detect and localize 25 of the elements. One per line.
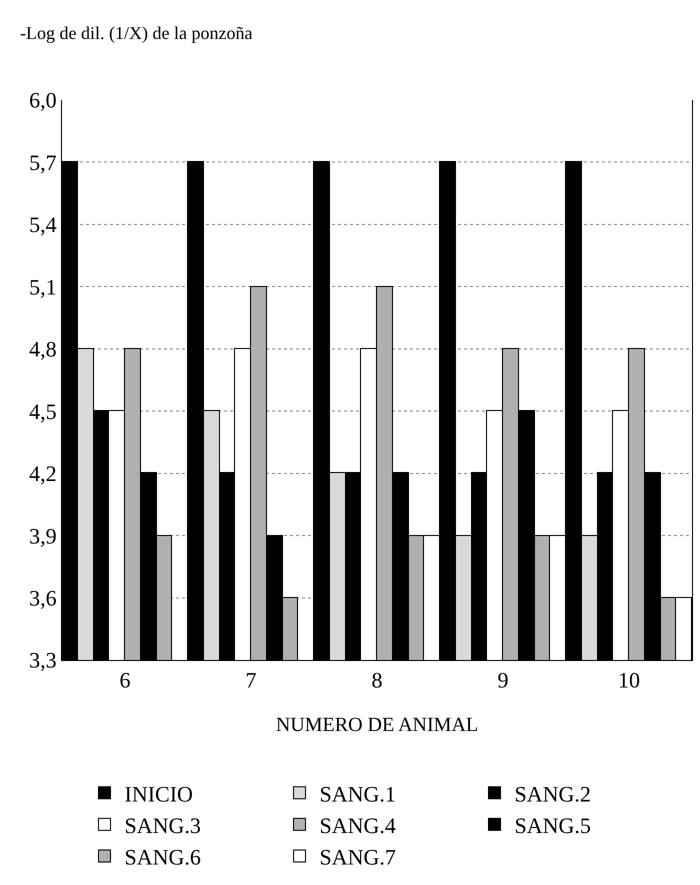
y-tick-label: 3,9 xyxy=(29,523,57,548)
y-tick-label: 3,6 xyxy=(29,585,57,610)
y-tick-label: 5,7 xyxy=(29,150,57,175)
y-tick-label: 4,8 xyxy=(29,336,57,362)
legend-label: SANG.4 xyxy=(320,812,396,838)
x-tick-label: 10 xyxy=(618,667,640,692)
y-tick-label: 5,1 xyxy=(29,274,57,300)
legend-label: SANG.1 xyxy=(320,781,396,806)
x-tick-label: 9 xyxy=(498,667,508,692)
legend-label: SANG.3 xyxy=(124,812,201,838)
x-tick-label: 7 xyxy=(246,667,256,692)
x-axis-title: NUMERO DE ANIMAL xyxy=(276,714,478,736)
y-axis-title: -Log de dil. (1/X) de la ponzoña xyxy=(20,23,252,43)
y-tick-label: 4,5 xyxy=(29,398,57,424)
legend-label: SANG.2 xyxy=(514,781,591,806)
legend-label: SANG.7 xyxy=(320,844,396,870)
legend-label: SANG.5 xyxy=(514,812,591,838)
legend-label: INICIO xyxy=(124,781,193,806)
y-tick-label: 6,0 xyxy=(29,88,57,113)
legend-label: SANG.6 xyxy=(124,844,201,870)
y-tick-label: 5,4 xyxy=(29,212,57,238)
y-tick-label: 3,3 xyxy=(29,648,57,673)
x-tick-label: 6 xyxy=(120,667,130,692)
y-tick-label: 4,2 xyxy=(29,461,57,486)
x-tick-label: 8 xyxy=(372,667,382,692)
